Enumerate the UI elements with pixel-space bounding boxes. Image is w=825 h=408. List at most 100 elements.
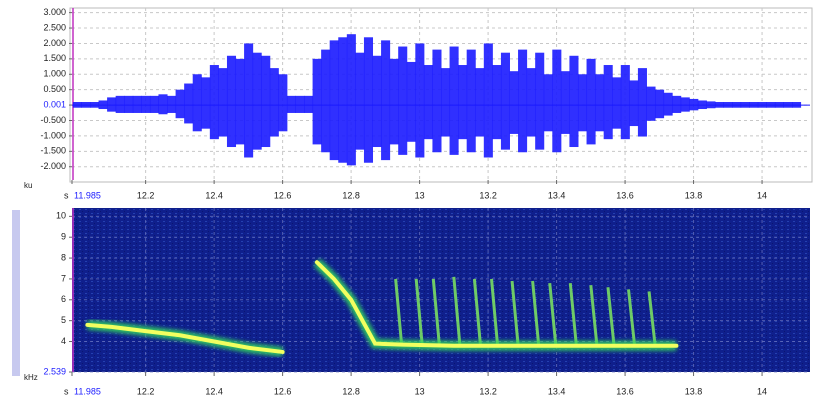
y-tick-label: 4 <box>61 336 66 346</box>
y-tick-label: 1.000 <box>43 69 66 79</box>
pulse-stripe <box>452 276 462 345</box>
y-tick-label: 7 <box>61 273 66 283</box>
pulse-stripe <box>414 278 424 345</box>
x-axis-unit: s <box>64 190 69 200</box>
pulse-stripe <box>548 282 558 345</box>
x-axis-unit: s <box>64 386 69 396</box>
pulses <box>394 276 657 345</box>
x-tick-label: 12.2 <box>137 386 155 396</box>
waveform-segment <box>569 55 579 148</box>
waveform-segment <box>244 43 254 158</box>
waveform-segment <box>406 61 416 142</box>
waveform-segment <box>672 95 682 113</box>
x-tick-label: 12.6 <box>274 386 292 396</box>
x-tick-label: 11.985 <box>74 190 101 200</box>
waveform-segment <box>235 58 245 145</box>
y-tick-label: 5 <box>61 315 66 325</box>
y-tick-label: 0.500 <box>43 84 66 94</box>
waveform-segment <box>398 46 408 155</box>
y-tick-label: 2.539 <box>43 366 66 376</box>
y-axis-unit: kHz <box>24 373 38 382</box>
waveform-segment <box>586 58 596 145</box>
x-tick-label: 12.4 <box>205 386 223 396</box>
y-tick-label: 3.000 <box>43 7 66 17</box>
waveform-segment <box>543 74 553 132</box>
x-tick-label: 12.8 <box>342 190 360 200</box>
pulse-stripe <box>394 278 404 345</box>
pulse-stripe <box>568 282 578 345</box>
side-strip <box>12 210 20 376</box>
x-tick-label: 13.2 <box>479 190 497 200</box>
y-tick-label: 0.001 <box>43 99 66 109</box>
waveform-segment <box>483 43 493 158</box>
waveform-segment <box>663 92 673 116</box>
y-axis-unit: ku <box>24 181 32 190</box>
waveform-segment <box>278 74 288 132</box>
waveform-segment <box>415 43 425 158</box>
waveform-segment <box>629 80 639 127</box>
y-tick-label: -1.000 <box>40 130 66 140</box>
waveform-segment <box>295 95 305 113</box>
y-tick-label: 9 <box>61 232 66 242</box>
waveform-segment <box>132 95 142 113</box>
y-tick-label: -1.500 <box>40 146 66 156</box>
x-tick-label: 11.985 <box>74 386 101 396</box>
waveform-segment <box>646 86 656 121</box>
waveform-segment <box>115 95 125 113</box>
waveform-segment <box>492 65 502 140</box>
y-tick-label: 2.500 <box>43 22 66 32</box>
pulse-stripe <box>606 287 616 345</box>
waveform-segment <box>441 68 451 137</box>
waveform-segment <box>620 65 630 140</box>
y-tick-label: 6 <box>61 294 66 304</box>
waveform-segment <box>603 65 613 140</box>
waveform-segment <box>312 58 322 145</box>
waveform-segment <box>338 37 348 163</box>
waveform-segment <box>124 95 134 113</box>
waveform-segment <box>680 97 690 112</box>
waveform-segment <box>458 65 468 140</box>
x-tick-label: 13.4 <box>548 190 566 200</box>
waveform-segment <box>595 74 605 132</box>
waveform-segment <box>372 55 382 148</box>
waveform-segment <box>552 49 562 153</box>
waveform-segment <box>560 71 570 134</box>
waveform-segment <box>218 68 228 137</box>
waveform-segment <box>192 74 202 132</box>
waveform-segment <box>535 52 545 150</box>
waveform-segment <box>346 34 356 166</box>
waveform-segment <box>175 89 185 119</box>
waveform-segment <box>389 58 399 145</box>
y-tick-label: 10 <box>56 211 66 221</box>
waveform-segment <box>500 52 510 150</box>
waveform-segment <box>355 52 365 150</box>
x-tick-label: 12.4 <box>205 190 223 200</box>
waveform-segment <box>329 40 339 161</box>
waveform-segment <box>475 68 485 137</box>
x-tick-label: 14 <box>757 386 767 396</box>
y-tick-label: 8 <box>61 252 66 262</box>
waveform-segment <box>252 52 262 150</box>
pulse-stripe <box>472 278 482 345</box>
waveform-segment <box>381 40 391 161</box>
y-tick-label: 2.000 <box>43 38 66 48</box>
waveform-segment <box>184 83 194 124</box>
x-tick-label: 12.8 <box>342 386 360 396</box>
contour <box>85 322 285 354</box>
x-tick-label: 12.2 <box>137 190 155 200</box>
x-tick-label: 13.6 <box>616 386 634 396</box>
contour <box>314 260 679 348</box>
pulse-stripe <box>589 285 599 345</box>
pulse-stripe <box>647 291 657 345</box>
pulse-stripe <box>531 280 541 345</box>
x-tick-label: 14 <box>757 190 767 200</box>
waveform-segment <box>518 49 528 153</box>
pulse-stripe <box>431 278 441 345</box>
pulse-stripe <box>490 278 500 345</box>
waveform-segment <box>158 94 168 115</box>
x-tick-label: 13.2 <box>479 386 497 396</box>
waveform-segment <box>226 55 237 148</box>
waveform-frame <box>69 7 813 183</box>
waveform-segment <box>423 65 433 140</box>
waveform-segment <box>167 95 177 113</box>
